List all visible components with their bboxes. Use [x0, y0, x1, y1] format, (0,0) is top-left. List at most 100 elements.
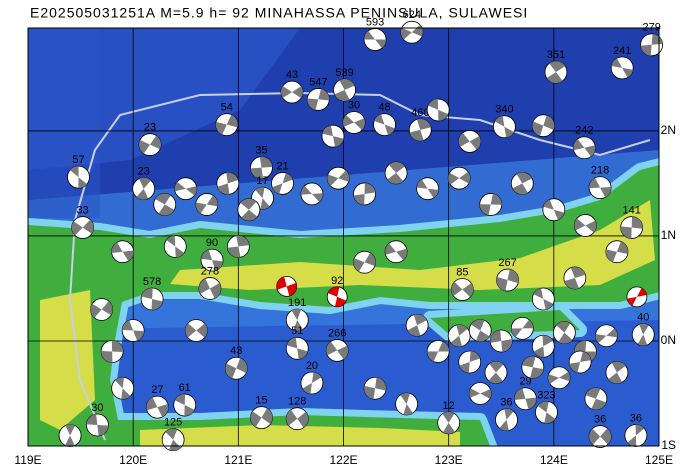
compression-quadrant	[504, 408, 514, 420]
compression-quadrant	[438, 341, 450, 352]
beachball	[626, 286, 648, 308]
compression-quadrant	[201, 249, 213, 261]
compression-quadrant	[569, 361, 581, 373]
compression-quadrant	[215, 121, 227, 135]
compression-quadrant	[151, 298, 163, 310]
compression-quadrant	[543, 199, 554, 210]
compression-quadrant	[158, 204, 175, 216]
beachball	[437, 411, 461, 435]
compression-quadrant	[334, 296, 347, 307]
compression-quadrant	[651, 33, 663, 45]
beachball	[173, 393, 197, 417]
beachball	[363, 376, 387, 400]
beachball	[285, 407, 309, 431]
depth-label: 191	[288, 297, 306, 309]
compression-quadrant	[553, 209, 565, 220]
beachball	[640, 33, 664, 57]
depth-label: 15	[255, 395, 267, 407]
compression-quadrant	[459, 361, 470, 373]
depth-label: 92	[331, 275, 343, 287]
compression-quadrant	[337, 345, 349, 360]
compression-quadrant	[564, 277, 579, 289]
compression-quadrant	[530, 367, 544, 379]
compression-quadrant	[69, 166, 79, 178]
compression-quadrant	[451, 281, 463, 296]
depth-label: 30	[91, 402, 103, 414]
compression-quadrant	[250, 411, 262, 428]
beachball	[333, 78, 356, 102]
compression-quadrant	[364, 182, 376, 194]
compression-quadrant	[338, 170, 350, 182]
compression-quadrant	[512, 183, 528, 195]
beachball	[111, 376, 135, 400]
compression-quadrant	[589, 428, 601, 445]
depth-label: 351	[547, 49, 565, 61]
compression-quadrant	[286, 337, 298, 349]
compression-quadrant	[589, 177, 601, 189]
compression-quadrant	[227, 246, 241, 258]
compression-quadrant	[300, 185, 312, 195]
compression-quadrant	[339, 78, 355, 90]
compression-quadrant	[174, 394, 186, 406]
compression-quadrant	[459, 171, 471, 184]
compression-quadrant	[532, 121, 544, 137]
compression-quadrant	[286, 409, 298, 426]
compression-quadrant	[385, 243, 397, 255]
beachball	[395, 392, 419, 416]
compression-quadrant	[606, 328, 618, 338]
compression-quadrant	[574, 218, 586, 231]
beachball	[71, 216, 95, 239]
depth-label: 27	[151, 384, 163, 396]
compression-quadrant	[559, 371, 571, 382]
depth-label: 278	[201, 265, 219, 277]
beachball	[447, 324, 471, 348]
compression-quadrant	[387, 172, 404, 184]
beachball	[496, 268, 519, 292]
compression-quadrant	[157, 404, 169, 418]
depth-label: 48	[378, 102, 390, 114]
depth-label: 21	[276, 160, 288, 172]
compression-quadrant	[364, 30, 376, 40]
compression-quadrant	[442, 411, 455, 423]
compression-quadrant	[318, 88, 330, 101]
compression-quadrant	[574, 340, 587, 352]
beachball	[405, 313, 429, 337]
depth-label: 36	[594, 413, 606, 425]
compression-quadrant	[327, 286, 340, 297]
compression-quadrant	[537, 401, 549, 413]
beachball	[373, 113, 396, 137]
depth-label: 43	[230, 345, 242, 357]
compression-quadrant	[174, 181, 186, 192]
compression-quadrant	[591, 398, 607, 410]
compression-quadrant	[353, 258, 365, 272]
depth-label: 323	[537, 389, 555, 401]
beachball	[250, 406, 273, 430]
beachball	[416, 177, 440, 201]
compression-quadrant	[302, 382, 312, 394]
beachball	[145, 395, 169, 419]
beachball	[285, 336, 309, 360]
compression-quadrant	[291, 86, 303, 99]
compression-quadrant	[611, 58, 623, 68]
compression-quadrant	[236, 235, 250, 247]
compression-quadrant	[384, 124, 395, 136]
compression-quadrant	[479, 204, 491, 216]
depth-label: 33	[77, 204, 89, 216]
compression-quadrant	[400, 27, 412, 40]
compression-quadrant	[489, 361, 504, 373]
depth-label: 128	[288, 396, 306, 408]
compression-quadrant	[155, 193, 171, 205]
beachball	[547, 366, 571, 390]
compression-quadrant	[514, 388, 526, 401]
beachball	[568, 350, 592, 374]
compression-quadrant	[416, 118, 431, 130]
depth-label: 141	[622, 204, 640, 216]
compression-quadrant	[196, 323, 208, 338]
compression-quadrant	[375, 39, 387, 49]
beachball	[605, 361, 629, 384]
beachball	[224, 356, 248, 380]
compression-quadrant	[511, 328, 523, 338]
compression-quadrant	[639, 323, 649, 335]
